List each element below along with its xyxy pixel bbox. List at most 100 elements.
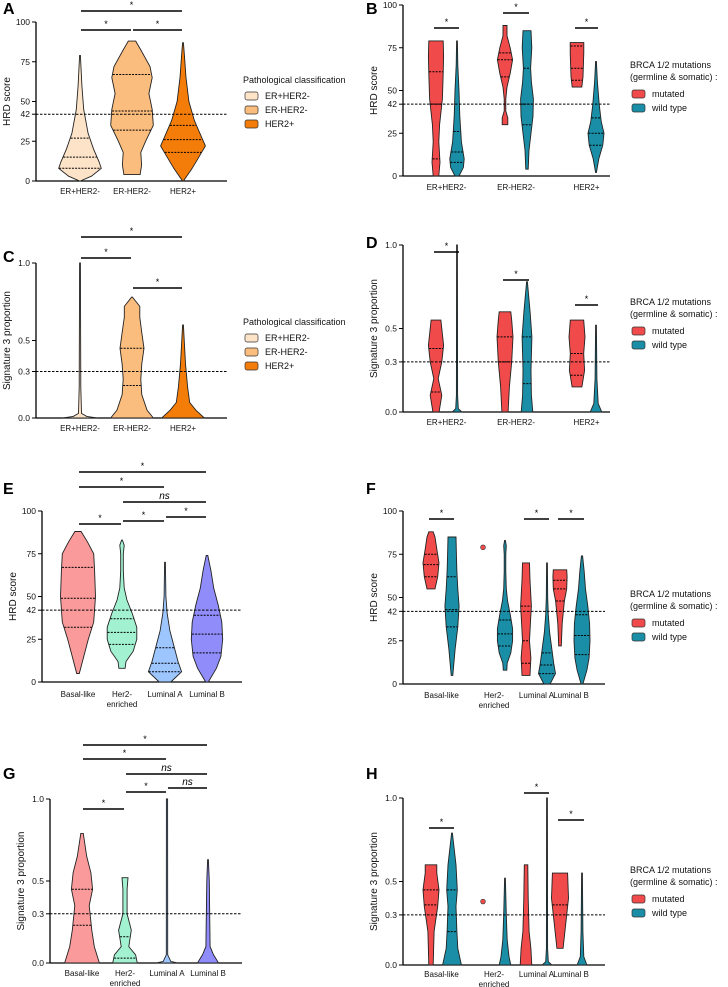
y-tick-label: 100 xyxy=(16,17,30,27)
significance-label: * xyxy=(144,781,148,791)
y-tick-label: 1.0 xyxy=(18,258,30,268)
significance-label: * xyxy=(104,19,108,29)
y-tick-label: 25 xyxy=(388,636,398,646)
y-tick-label: 50 xyxy=(388,593,398,603)
violin-f-1-1 xyxy=(496,539,514,671)
y-tick-label: 0 xyxy=(392,171,397,181)
y-tick-label: 42 xyxy=(21,109,31,119)
x-tick-label-line: Luminal A xyxy=(147,690,183,699)
legend-swatch xyxy=(244,91,259,101)
x-tick-label: HER2+ xyxy=(170,187,196,196)
violin-a-2-0 xyxy=(160,42,206,182)
x-tick-label-line: Luminal B xyxy=(553,970,589,979)
y-tick-label: 100 xyxy=(383,506,397,516)
x-tick-label-line: Luminal B xyxy=(189,690,225,699)
violin-g-2-0 xyxy=(156,798,178,964)
x-tick-label: Luminal B xyxy=(189,690,225,699)
panel-g: G Signature 3 proportion 0.0 0.3 0.5 1.0 Basal… xyxy=(3,734,242,987)
x-tick-label-line: ER+HER2- xyxy=(60,424,100,433)
x-tick-label-line: Luminal A xyxy=(149,969,185,978)
x-tick-label-line: HER2+ xyxy=(170,424,196,433)
violin-g-1-0 xyxy=(112,877,138,964)
x-tick-label: Basal-like xyxy=(65,969,100,978)
legend-title: BRCA 1/2 mutations xyxy=(630,297,712,307)
significance-label: * xyxy=(569,809,573,819)
y-tick-label: 0.5 xyxy=(385,877,397,887)
x-tick-label-line: HER2+ xyxy=(573,418,599,427)
outlier-point xyxy=(480,898,486,905)
y-tick-label: 0.5 xyxy=(385,324,397,334)
y-tick-label: 75 xyxy=(388,43,398,53)
y-axis-label: HRD score xyxy=(2,77,13,126)
legend-title: (germline & somatic) : xyxy=(630,309,718,319)
significance-label: * xyxy=(102,798,106,808)
y-tick-label: 50 xyxy=(27,592,37,602)
violin-a-1-0 xyxy=(110,40,154,176)
y-tick-label: 0 xyxy=(392,679,397,689)
violin-b-2-0 xyxy=(569,42,585,88)
x-tick-label: Luminal B xyxy=(553,691,589,700)
violin-f-2-0 xyxy=(520,562,532,676)
x-tick-label: HER2+ xyxy=(170,424,196,433)
y-tick-label: 0.0 xyxy=(32,958,44,968)
y-axis-label: Signature 3 proportion xyxy=(2,291,13,390)
violin-c-0-0 xyxy=(62,262,98,419)
y-tick-label: 75 xyxy=(27,549,37,559)
violin-h-3-1 xyxy=(576,872,588,966)
x-tick-label: HER2+ xyxy=(573,183,599,192)
legend-swatch xyxy=(631,618,646,628)
x-tick-label-line: ER+HER2- xyxy=(427,183,467,192)
panel-b: B HRD score 0 25 42 50 75 100 ER+HER2- ER-HER2- HE… xyxy=(366,0,718,192)
violin-e-1-0 xyxy=(106,539,138,669)
significance-label: * xyxy=(141,461,145,471)
x-tick-label-line: Luminal A xyxy=(519,970,555,979)
legend: Pathological classification ER+HER2- ER-HE… xyxy=(243,75,346,129)
legend-item-label: ER-HER2- xyxy=(265,347,308,357)
violin-d-0-0 xyxy=(427,319,445,413)
panel-letter: H xyxy=(366,766,378,783)
significance-label: ns xyxy=(182,777,193,788)
x-tick-label: HER2+ xyxy=(573,418,599,427)
violin-b-1-1 xyxy=(520,30,534,170)
legend: Pathological classification ER+HER2- ER-HE… xyxy=(243,317,346,371)
x-tick-label-line: Her2- xyxy=(484,691,504,700)
significance-label: * xyxy=(445,241,449,251)
violin-f-3-1 xyxy=(573,555,591,685)
violin-h-0-1 xyxy=(442,832,462,966)
y-tick-label: 75 xyxy=(388,549,398,559)
x-tick-label: ER-HER2- xyxy=(497,418,535,427)
y-tick-label: 50 xyxy=(21,97,31,107)
y-tick-label: 75 xyxy=(21,57,31,67)
legend-title: (germline & somatic) : xyxy=(630,72,718,82)
legend-item-label: ER+HER2- xyxy=(265,91,310,101)
legend-swatch xyxy=(631,908,646,918)
violin-g-3-0 xyxy=(196,859,220,964)
legend: BRCA 1/2 mutations (germline & somatic) :… xyxy=(630,297,718,350)
x-tick-label-line: Basal-like xyxy=(424,691,459,700)
significance-label: * xyxy=(514,269,518,279)
significance-label: * xyxy=(130,0,134,10)
y-axis-label: Signature 3 proportion xyxy=(16,832,27,931)
legend: BRCA 1/2 mutations (germline & somatic) :… xyxy=(630,589,718,642)
y-tick-label: 50 xyxy=(388,86,398,96)
x-tick-label: Basal-like xyxy=(61,690,96,699)
violin-d-0-1 xyxy=(450,244,464,413)
y-tick-label: 1.0 xyxy=(385,240,397,250)
panel-letter: D xyxy=(366,235,378,252)
panel-h: H Signature 3 proportion 0.0 0.3 0.5 1.0 Basal… xyxy=(366,766,718,987)
y-tick-label: 25 xyxy=(27,634,37,644)
y-tick-label: 25 xyxy=(21,136,31,146)
violin-c-1-0 xyxy=(109,296,155,419)
violin-h-2-1 xyxy=(540,797,554,966)
x-tick-label-line: Her2- xyxy=(484,970,504,979)
violin-e-0-0 xyxy=(60,531,96,674)
y-tick-label: 0.0 xyxy=(18,413,30,423)
legend-item-label: ER-HER2- xyxy=(265,105,308,115)
significance-label: * xyxy=(156,277,160,287)
significance-label: * xyxy=(445,17,449,27)
x-tick-label-line: ER-HER2- xyxy=(497,183,535,192)
y-axis-label: Signature 3 proportion xyxy=(369,279,380,378)
x-tick-label: ER+HER2- xyxy=(427,183,467,192)
x-tick-label: ER+HER2- xyxy=(427,418,467,427)
